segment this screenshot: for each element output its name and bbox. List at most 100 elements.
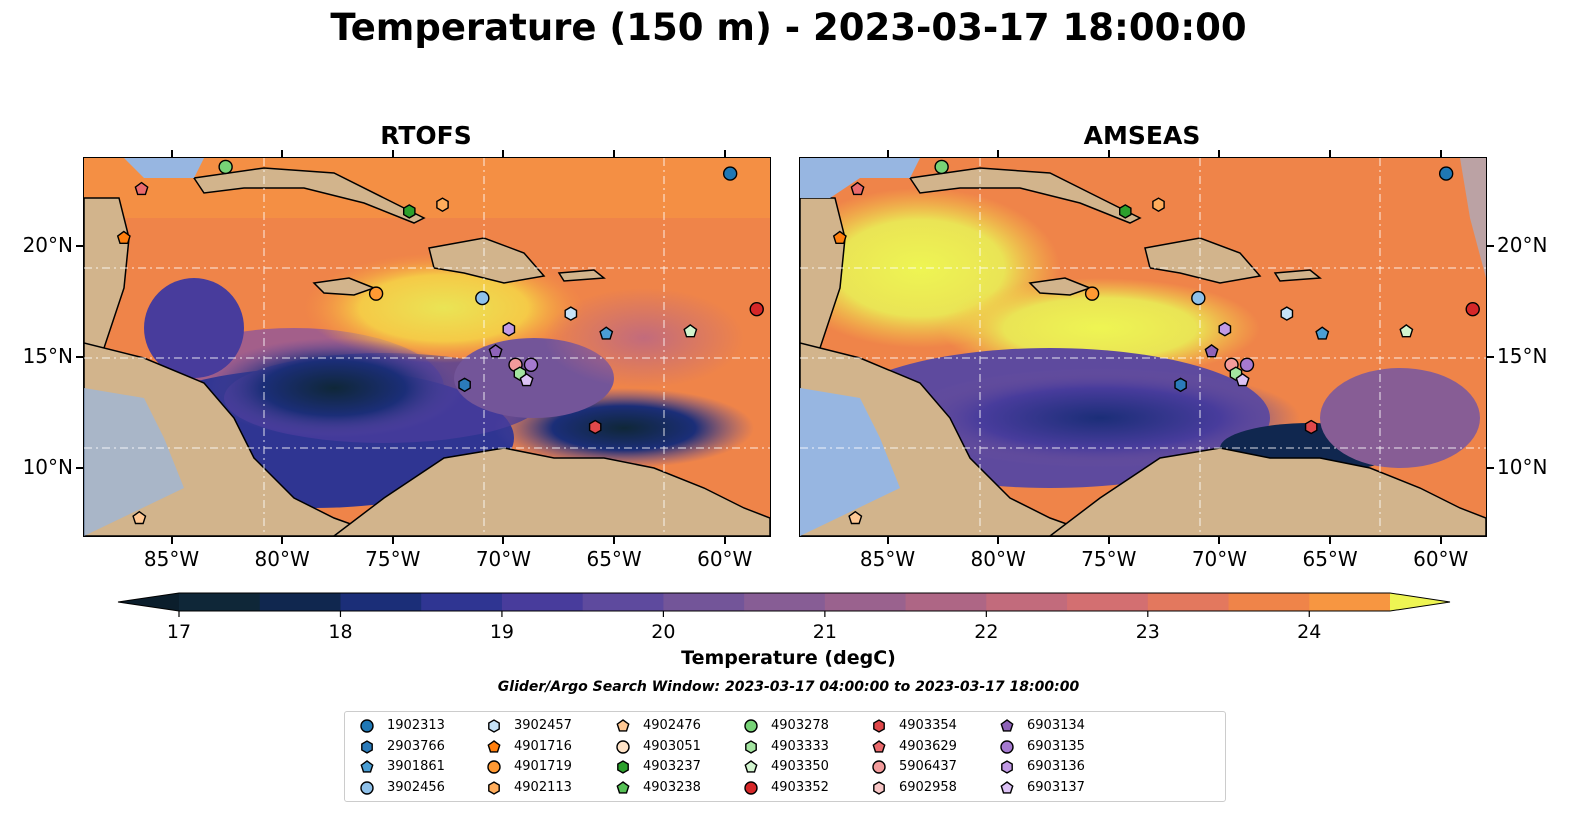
lon-tick-mark — [1439, 150, 1442, 157]
circle-marker-icon — [1000, 739, 1014, 754]
colorbar-bin — [582, 593, 664, 611]
colorbar-label: Temperature (degC) — [681, 647, 896, 669]
float-marker-6903137 — [1235, 373, 1250, 387]
lon-tick-mark — [1218, 150, 1221, 157]
colorbar-bin — [1309, 593, 1391, 611]
lon-tick-label: 60°W — [697, 547, 753, 571]
lat-tick-mark — [1487, 467, 1494, 470]
circle-marker-icon — [360, 780, 374, 795]
float-marker-4903629 — [134, 181, 149, 196]
legend-label: 4903350 — [771, 759, 829, 774]
float-marker-4903278 — [934, 159, 949, 175]
colorbar-bin — [501, 593, 584, 611]
float-marker-4903350 — [1399, 324, 1414, 338]
float-marker-4903629 — [850, 181, 865, 196]
legend-label: 6903134 — [1027, 718, 1085, 733]
float-marker-4902476 — [848, 510, 863, 525]
map-amseas-canvas — [800, 158, 1486, 536]
legend-label: 4903051 — [643, 738, 701, 754]
map-panel-rtofs[interactable] — [83, 157, 771, 537]
lon-tick-mark — [281, 150, 284, 157]
lon-tick-mark — [502, 150, 505, 157]
hexagon-marker-icon — [745, 739, 757, 754]
lon-tick-mark — [391, 150, 394, 157]
float-marker-4902113 — [1152, 197, 1165, 213]
lon-tick-label: 75°W — [365, 547, 421, 571]
float-marker-4902476 — [132, 510, 147, 525]
colorbar-tick-label: 18 — [328, 621, 352, 643]
hexagon-marker-icon — [873, 780, 885, 795]
colorbar-bin — [986, 593, 1068, 611]
pentagon-marker-icon — [872, 739, 886, 753]
colorbar-bin — [744, 593, 826, 611]
lon-tick-mark — [1439, 537, 1442, 544]
float-markers-amseas — [832, 159, 1480, 525]
legend-label: 4903237 — [643, 759, 701, 774]
lon-tick-mark — [1218, 537, 1221, 544]
colorbar-tick-label: 21 — [813, 621, 837, 643]
colorbar-bin — [663, 593, 745, 611]
lat-tick-label: 10°N — [1497, 455, 1548, 480]
colorbar-tick-label: 17 — [167, 621, 191, 643]
lat-tick-mark — [1487, 356, 1494, 359]
map-panel-amseas[interactable] — [799, 157, 1487, 537]
circle-marker-icon — [487, 760, 501, 774]
lat-tick-label: 15°N — [22, 344, 73, 369]
hexagon-marker-icon — [617, 760, 629, 774]
lon-tick-mark — [613, 150, 616, 157]
lon-tick-mark — [1329, 150, 1332, 157]
lon-tick-label: 85°W — [859, 547, 916, 571]
lon-tick-mark — [1329, 537, 1332, 544]
search-window-text: Glider/Argo Search Window: 2023-03-17 04… — [497, 679, 1080, 695]
colorbar-bin — [1067, 593, 1149, 611]
float-marker-1902313 — [722, 166, 738, 181]
lon-tick-label: 70°W — [475, 547, 532, 571]
lon-tick-mark — [1107, 150, 1110, 157]
legend-label: 5906437 — [899, 759, 957, 774]
float-marker-6903134 — [488, 344, 503, 358]
lon-tick-label: 65°W — [1302, 547, 1358, 571]
hexagon-marker-icon — [873, 719, 885, 733]
float-markers-rtofs — [116, 159, 764, 525]
float-marker-4903354 — [588, 419, 602, 435]
float-marker-4901716 — [832, 230, 847, 245]
lon-tick-label: 75°W — [1081, 547, 1137, 571]
circle-marker-icon — [616, 739, 630, 754]
lon-tick-mark — [886, 537, 889, 544]
legend-label: 4903238 — [643, 779, 701, 795]
panel-title-amseas: AMSEAS — [1083, 121, 1201, 150]
legend-label: 4903354 — [899, 718, 957, 733]
lon-tick-mark — [1107, 537, 1110, 544]
float-marker-3902456 — [1191, 290, 1206, 306]
panel-title-rtofs: RTOFS — [380, 121, 472, 150]
colorbar-bin — [179, 593, 261, 611]
float-marker-4903237 — [1119, 204, 1132, 219]
lon-tick-mark — [281, 537, 284, 544]
legend-label: 4903278 — [771, 718, 829, 733]
float-marker-4903278 — [218, 159, 233, 175]
float-marker-4903354 — [1304, 419, 1318, 435]
legend-label: 4902113 — [514, 779, 572, 795]
lon-tick-label: 80°W — [970, 547, 1026, 571]
float-marker-4903352 — [1465, 301, 1480, 317]
lon-tick-label: 80°W — [254, 547, 310, 571]
legend-label: 6903136 — [1027, 759, 1085, 774]
lat-tick-label: 20°N — [22, 232, 73, 257]
lon-tick-mark — [723, 537, 726, 544]
colorbar-bin — [1228, 593, 1310, 611]
lon-tick-mark — [391, 537, 394, 544]
hexagon-marker-icon — [361, 739, 373, 754]
lat-tick-label: 10°N — [22, 455, 73, 480]
legend-label: 3901861 — [387, 759, 445, 774]
float-marker-1902313 — [1438, 166, 1454, 181]
lon-tick-mark — [886, 150, 889, 157]
lat-tick-mark — [76, 467, 83, 470]
colorbar-tick-label: 19 — [490, 621, 514, 643]
circle-marker-icon — [744, 780, 758, 795]
circle-marker-icon — [744, 719, 758, 733]
legend-label: 3902456 — [387, 779, 445, 795]
pentagon-marker-icon — [1000, 780, 1014, 794]
pentagon-marker-icon — [616, 780, 630, 794]
float-marker-4901719 — [1084, 286, 1100, 301]
float-marker-3902457 — [564, 306, 578, 321]
